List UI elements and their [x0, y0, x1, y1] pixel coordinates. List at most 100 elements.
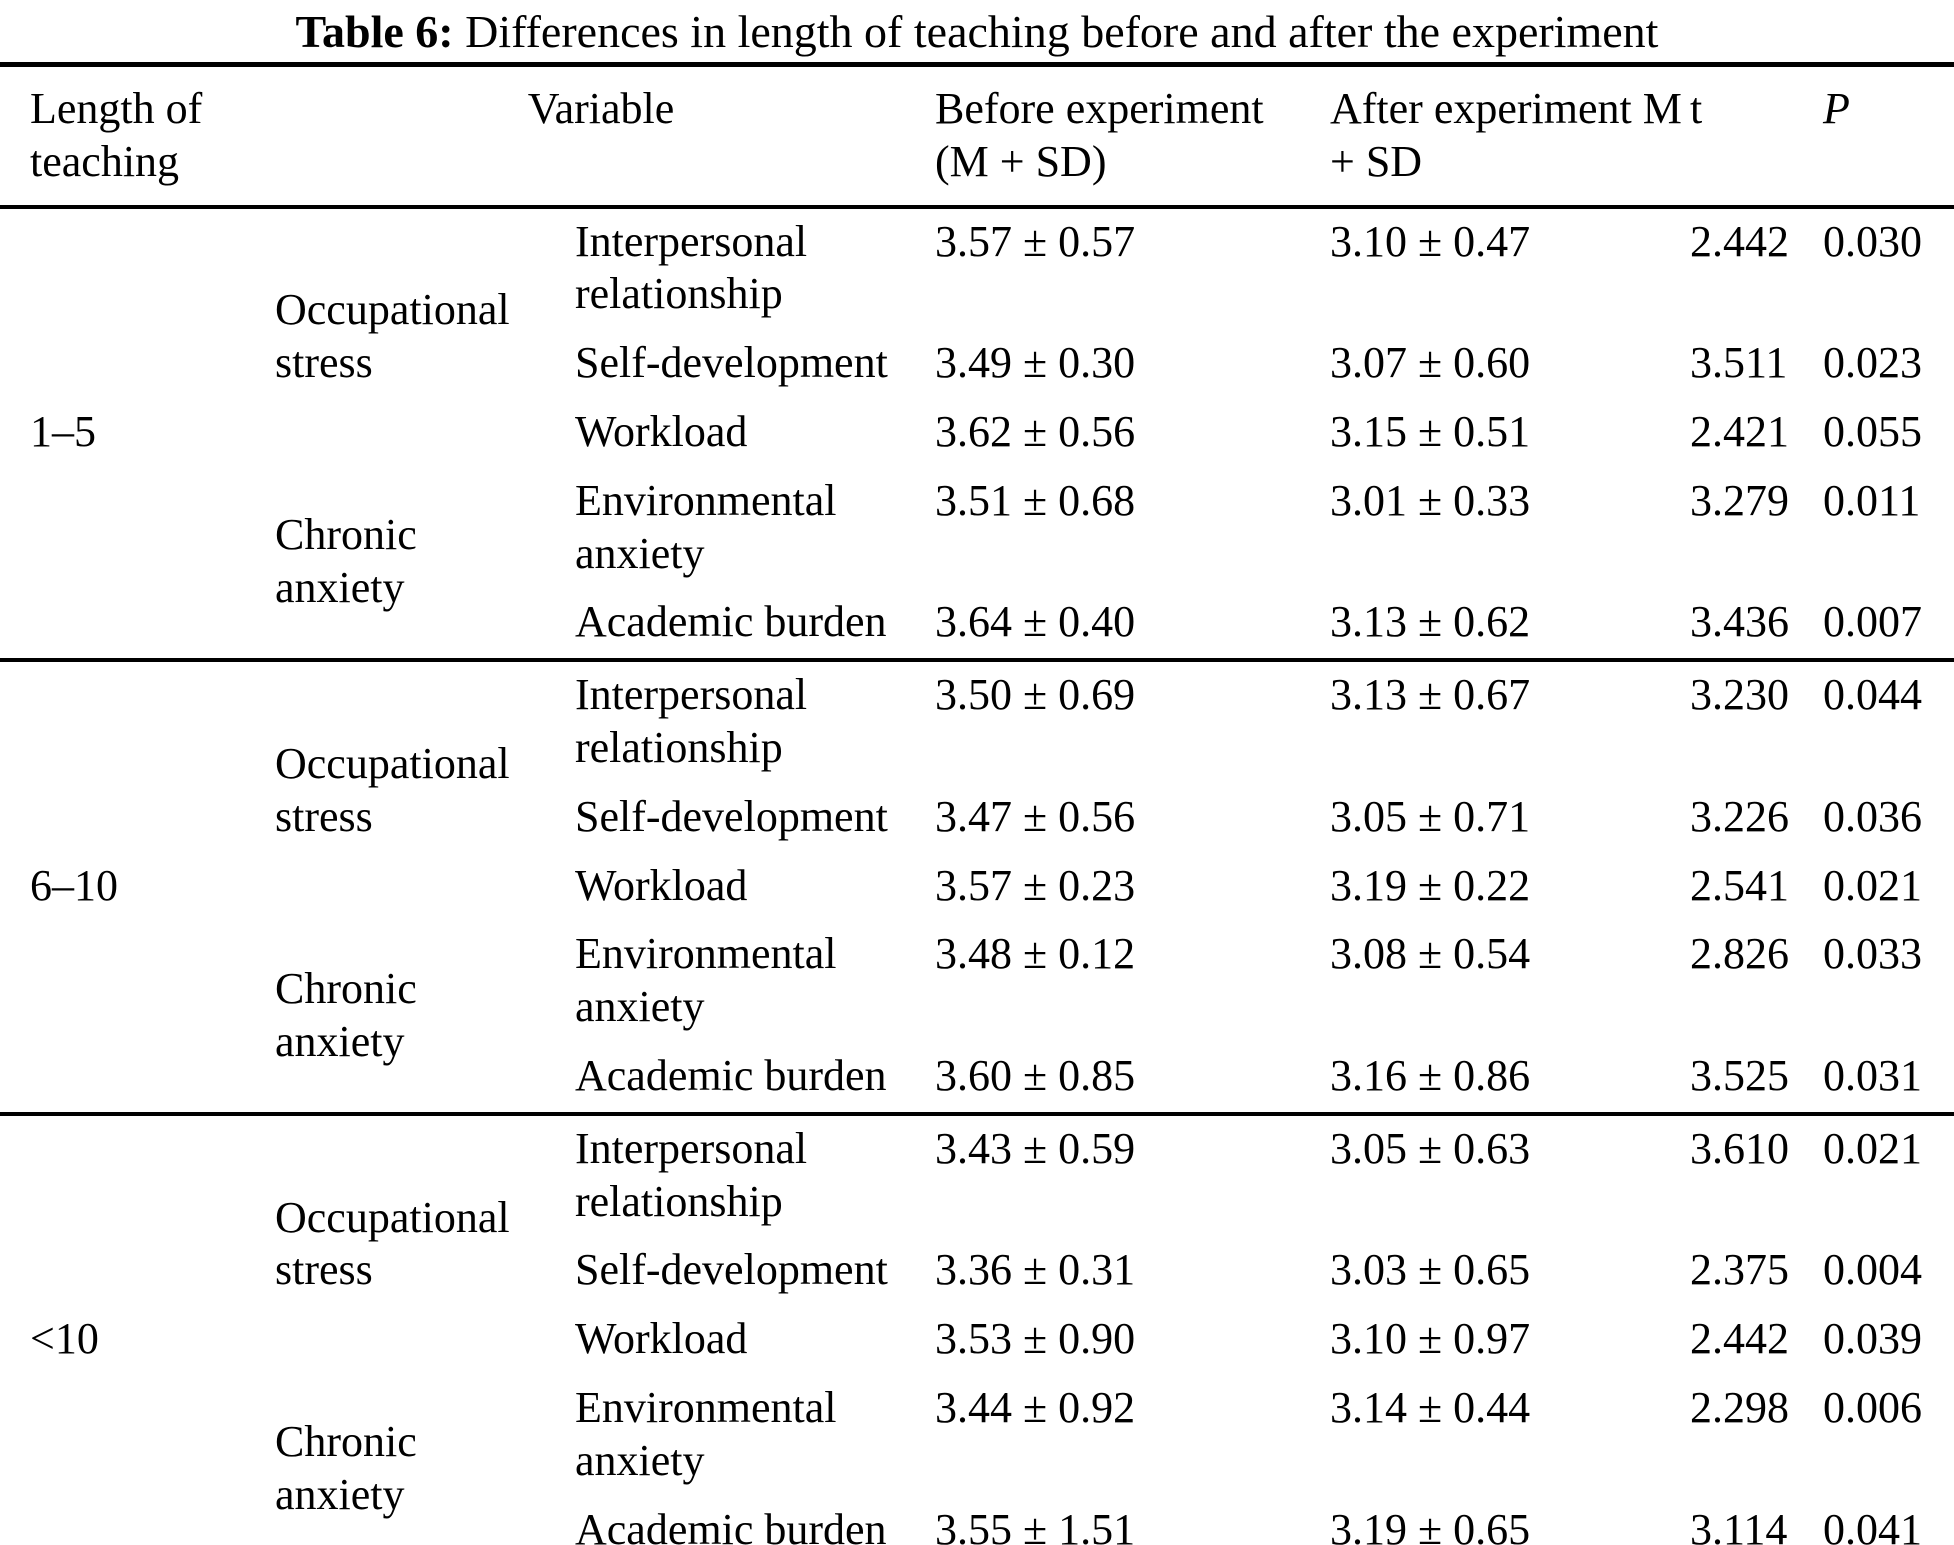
- after-cell: 3.07 ± 0.60: [1330, 338, 1531, 388]
- after-cell: 3.10 ± 0.47: [1330, 216, 1531, 266]
- col-header-t: t: [1690, 84, 1703, 133]
- before-cell: 3.57 ± 0.23: [935, 860, 1136, 910]
- table-title-text: Differences in length of teaching before…: [453, 6, 1659, 57]
- p-cell: 0.033: [1823, 929, 1922, 979]
- p-cell: 0.055: [1823, 406, 1922, 456]
- variable-cell: Environmental anxiety: [575, 475, 837, 578]
- table-row: Academic burden 3.60 ± 0.85 3.16 ± 0.86 …: [0, 1043, 1954, 1114]
- after-cell: 3.05 ± 0.71: [1330, 791, 1531, 841]
- before-cell: 3.36 ± 0.31: [935, 1245, 1136, 1295]
- category-cell-chronic: Chronic anxiety: [275, 963, 417, 1066]
- col-header-variable: Variable: [527, 84, 675, 133]
- t-cell: 2.442: [1690, 216, 1789, 266]
- after-cell: 3.13 ± 0.62: [1330, 597, 1531, 647]
- before-cell: 3.48 ± 0.12: [935, 929, 1136, 979]
- before-cell: 3.44 ± 0.92: [935, 1382, 1136, 1432]
- variable-cell: Workload: [575, 860, 748, 910]
- variable-cell: Interpersonal relationship: [575, 1123, 808, 1226]
- group-lt-10: <10 Occupational stress Interpersonal re…: [0, 1114, 1954, 1545]
- table-row: 6–10 Occupational stress Interpersonal r…: [0, 660, 1954, 909]
- length-cell: <10: [30, 1314, 99, 1364]
- p-cell: 0.030: [1823, 216, 1922, 266]
- t-cell: 3.511: [1690, 338, 1788, 388]
- after-cell: 3.19 ± 0.22: [1330, 860, 1531, 910]
- variable-cell: Interpersonal relationship: [575, 216, 808, 319]
- variable-cell: Workload: [575, 1314, 748, 1364]
- t-cell: 3.230: [1690, 670, 1789, 720]
- t-cell: 2.442: [1690, 1314, 1789, 1364]
- table-row: Self-development 3.47 ± 0.56 3.05 ± 0.71…: [0, 784, 1954, 853]
- p-cell: 0.031: [1823, 1050, 1922, 1100]
- table-title: Table 6: Differences in length of teachi…: [0, 0, 1954, 62]
- p-cell: 0.021: [1823, 860, 1922, 910]
- table-row: Self-development 3.36 ± 0.31 3.03 ± 0.65…: [0, 1237, 1954, 1306]
- variable-cell: Academic burden: [575, 1504, 887, 1545]
- before-cell: 3.49 ± 0.30: [935, 338, 1136, 388]
- p-cell: 0.021: [1823, 1123, 1922, 1173]
- category-cell-chronic: Chronic anxiety: [275, 1417, 417, 1520]
- after-cell: 3.19 ± 0.65: [1330, 1504, 1531, 1545]
- length-cell: 1–5: [30, 406, 96, 456]
- col-header-before: Before experiment (M + SD): [935, 84, 1264, 186]
- after-cell: 3.08 ± 0.54: [1330, 929, 1531, 979]
- before-cell: 3.43 ± 0.59: [935, 1123, 1136, 1173]
- t-cell: 3.114: [1690, 1504, 1788, 1545]
- table-title-label: Table 6:: [295, 6, 454, 57]
- table-row: 1–5 Occupational stress Interpersonal re…: [0, 207, 1954, 456]
- t-cell: 2.826: [1690, 929, 1789, 979]
- variable-cell: Workload: [575, 406, 748, 456]
- group-1-5: 1–5 Occupational stress Interpersonal re…: [0, 207, 1954, 661]
- variable-cell: Academic burden: [575, 1050, 887, 1100]
- table-row: <10 Occupational stress Interpersonal re…: [0, 1114, 1954, 1363]
- variable-cell: Academic burden: [575, 597, 887, 647]
- before-cell: 3.62 ± 0.56: [935, 406, 1136, 456]
- t-cell: 2.421: [1690, 406, 1789, 456]
- header-row: Length of teaching Variable Before exper…: [0, 65, 1954, 207]
- after-cell: 3.03 ± 0.65: [1330, 1245, 1531, 1295]
- after-cell: 3.16 ± 0.86: [1330, 1050, 1531, 1100]
- p-cell: 0.023: [1823, 338, 1922, 388]
- table-row: Chronic anxiety Environmental anxiety 3.…: [0, 921, 1954, 1065]
- after-cell: 3.05 ± 0.63: [1330, 1123, 1531, 1173]
- variable-cell: Self-development: [575, 791, 888, 841]
- variable-cell: Interpersonal relationship: [575, 670, 808, 772]
- t-cell: 2.298: [1690, 1382, 1789, 1432]
- p-cell: 0.036: [1823, 791, 1922, 841]
- after-cell: 3.15 ± 0.51: [1330, 406, 1531, 456]
- table-row: Self-development 3.49 ± 0.30 3.07 ± 0.60…: [0, 330, 1954, 399]
- after-cell: 3.13 ± 0.67: [1330, 670, 1531, 720]
- t-cell: 3.279: [1690, 475, 1789, 525]
- group-6-10: 6–10 Occupational stress Interpersonal r…: [0, 660, 1954, 1114]
- p-cell: 0.007: [1823, 597, 1922, 647]
- before-cell: 3.64 ± 0.40: [935, 597, 1136, 647]
- category-cell-occupational: Occupational stress: [275, 1192, 510, 1295]
- t-cell: 3.226: [1690, 791, 1789, 841]
- variable-cell: Self-development: [575, 338, 888, 388]
- category-cell-occupational: Occupational stress: [275, 285, 510, 388]
- before-cell: 3.50 ± 0.69: [935, 670, 1136, 720]
- before-cell: 3.55 ± 1.51: [935, 1504, 1136, 1545]
- before-cell: 3.60 ± 0.85: [935, 1050, 1136, 1100]
- col-header-after: After experiment M + SD: [1330, 84, 1682, 186]
- p-cell: 0.004: [1823, 1245, 1922, 1295]
- before-cell: 3.51 ± 0.68: [935, 475, 1136, 525]
- t-cell: 2.375: [1690, 1245, 1789, 1295]
- table-row: Chronic anxiety Environmental anxiety 3.…: [0, 468, 1954, 612]
- length-cell: 6–10: [30, 860, 118, 910]
- col-header-length: Length of teaching: [30, 84, 203, 186]
- table-row: Workload 3.53 ± 0.90 3.10 ± 0.97 2.442 0…: [0, 1306, 1954, 1375]
- category-cell-chronic: Chronic anxiety: [275, 510, 417, 612]
- p-cell: 0.041: [1823, 1504, 1922, 1545]
- table-row: Workload 3.62 ± 0.56 3.15 ± 0.51 2.421 0…: [0, 399, 1954, 468]
- before-cell: 3.53 ± 0.90: [935, 1314, 1136, 1364]
- p-cell: 0.006: [1823, 1382, 1922, 1432]
- before-cell: 3.47 ± 0.56: [935, 791, 1136, 841]
- table-row: Academic burden 3.64 ± 0.40 3.13 ± 0.62 …: [0, 589, 1954, 660]
- after-cell: 3.01 ± 0.33: [1330, 475, 1531, 525]
- before-cell: 3.57 ± 0.57: [935, 216, 1136, 266]
- p-cell: 0.039: [1823, 1314, 1922, 1364]
- table-row: Workload 3.57 ± 0.23 3.19 ± 0.22 2.541 0…: [0, 853, 1954, 922]
- t-cell: 3.436: [1690, 597, 1789, 647]
- results-table: Length of teaching Variable Before exper…: [0, 62, 1954, 1545]
